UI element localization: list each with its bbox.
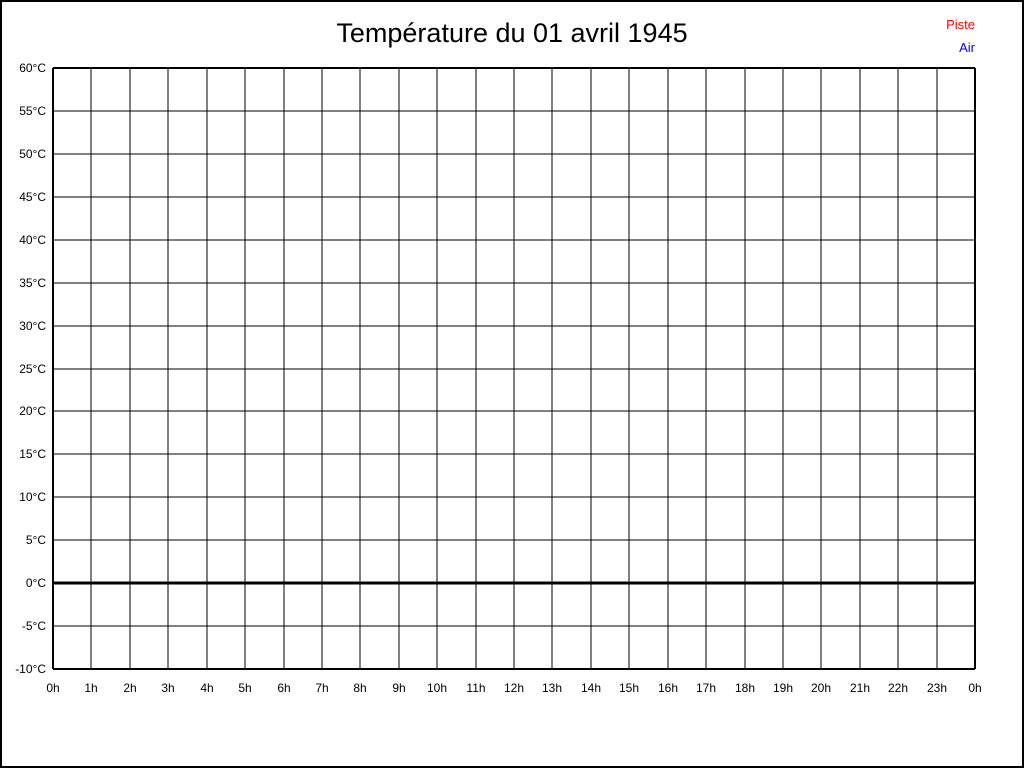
x-tick-label: 19h bbox=[773, 681, 793, 695]
y-tick-label: 25°C bbox=[19, 362, 46, 376]
x-tick-label: 10h bbox=[427, 681, 447, 695]
x-tick-label: 7h bbox=[315, 681, 328, 695]
y-tick-label: 30°C bbox=[19, 319, 46, 333]
x-tick-label: 4h bbox=[200, 681, 213, 695]
x-tick-label: 13h bbox=[542, 681, 562, 695]
x-tick-label: 22h bbox=[888, 681, 908, 695]
x-tick-label: 3h bbox=[161, 681, 174, 695]
x-tick-label: 21h bbox=[850, 681, 870, 695]
x-tick-label: 0h bbox=[968, 681, 981, 695]
y-tick-label: -10°C bbox=[15, 662, 46, 676]
y-tick-label: 60°C bbox=[19, 61, 46, 75]
y-tick-label: 45°C bbox=[19, 190, 46, 204]
y-tick-label: 15°C bbox=[19, 447, 46, 461]
y-tick-label: 0°C bbox=[26, 576, 46, 590]
x-tick-label: 12h bbox=[504, 681, 524, 695]
x-tick-label: 14h bbox=[581, 681, 601, 695]
x-tick-label: 1h bbox=[84, 681, 97, 695]
y-tick-label: 55°C bbox=[19, 104, 46, 118]
y-tick-label: 10°C bbox=[19, 490, 46, 504]
x-tick-label: 6h bbox=[277, 681, 290, 695]
x-tick-label: 16h bbox=[658, 681, 678, 695]
y-tick-label: -5°C bbox=[22, 619, 46, 633]
x-tick-label: 5h bbox=[238, 681, 251, 695]
x-tick-label: 18h bbox=[735, 681, 755, 695]
x-tick-label: 2h bbox=[123, 681, 136, 695]
x-tick-label: 11h bbox=[466, 681, 485, 695]
y-tick-label: 40°C bbox=[19, 233, 46, 247]
x-tick-label: 9h bbox=[392, 681, 405, 695]
legend-item-piste: Piste bbox=[946, 17, 975, 32]
y-tick-label: 20°C bbox=[19, 404, 46, 418]
chart-legend: Piste Air bbox=[946, 13, 975, 59]
y-tick-label: 50°C bbox=[19, 147, 46, 161]
x-tick-label: 15h bbox=[619, 681, 639, 695]
x-tick-label: 8h bbox=[353, 681, 366, 695]
x-tick-label: 17h bbox=[696, 681, 716, 695]
x-tick-label: 23h bbox=[927, 681, 947, 695]
y-tick-label: 5°C bbox=[26, 533, 46, 547]
y-tick-label: 35°C bbox=[19, 276, 46, 290]
legend-item-air: Air bbox=[959, 40, 975, 55]
chart-title: Température du 01 avril 1945 bbox=[336, 18, 688, 48]
x-tick-label: 20h bbox=[811, 681, 831, 695]
x-tick-label: 0h bbox=[46, 681, 59, 695]
